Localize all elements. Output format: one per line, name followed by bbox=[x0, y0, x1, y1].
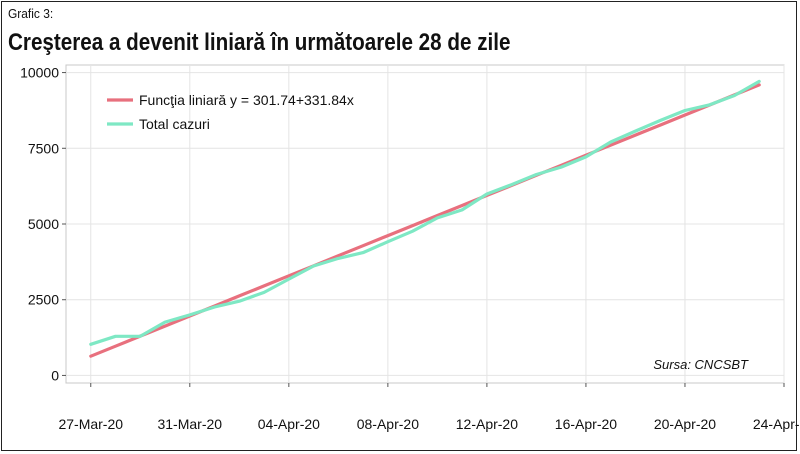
y-tick-label: 7500 bbox=[28, 140, 59, 156]
x-tick-label: 04-Apr-20 bbox=[258, 416, 320, 432]
x-tick-label: 31-Mar-20 bbox=[157, 416, 222, 432]
y-tick-label: 0 bbox=[51, 367, 59, 383]
legend: Funcţia liniară y = 301.74+331.84x Total … bbox=[107, 92, 354, 132]
source-note: Sursa: CNCSBT bbox=[653, 357, 749, 372]
x-tick-label: 20-Apr-20 bbox=[654, 416, 716, 432]
legend-label: Funcţia liniară y = 301.74+331.84x bbox=[139, 92, 354, 108]
legend-label: Total cazuri bbox=[139, 116, 210, 132]
grid-lines bbox=[66, 65, 785, 383]
x-tick-label: 08-Apr-20 bbox=[357, 416, 419, 432]
x-tick-label: 24-Apr-20 bbox=[753, 416, 800, 432]
x-axis: 27-Mar-20 31-Mar-20 04-Apr-20 08-Apr-20 12-A… bbox=[58, 383, 800, 432]
series-lines bbox=[89, 79, 761, 358]
x-tick-label: 16-Apr-20 bbox=[555, 416, 617, 432]
chart-title: Creşterea a devenit liniară în următoare… bbox=[8, 29, 511, 56]
y-tick-label: 5000 bbox=[28, 216, 59, 232]
figure-caption: Grafic 3: bbox=[8, 6, 54, 21]
total-cases-line bbox=[89, 79, 761, 346]
y-axis: 0 2500 5000 7500 10000 bbox=[20, 65, 66, 383]
y-tick-label: 10000 bbox=[20, 65, 59, 81]
x-tick-label: 12-Apr-20 bbox=[456, 416, 518, 432]
y-tick-label: 2500 bbox=[28, 292, 59, 308]
x-tick-label: 27-Mar-20 bbox=[58, 416, 123, 432]
